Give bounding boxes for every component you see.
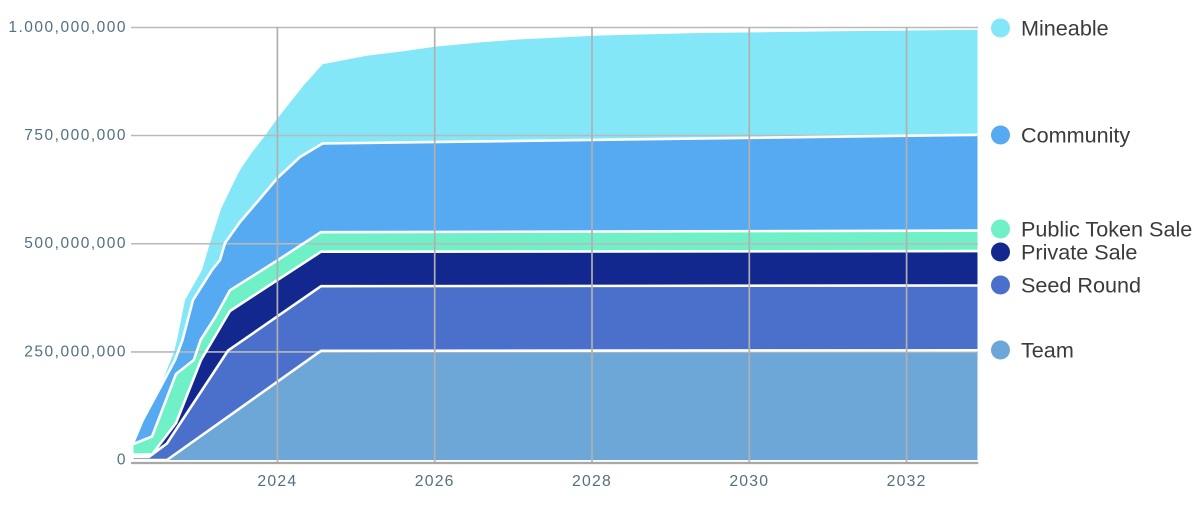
svg-text:2024: 2024 [257,473,297,490]
svg-text:2032: 2032 [887,473,927,490]
svg-text:0: 0 [117,452,127,469]
svg-text:Seed Round: Seed Round [1021,273,1141,298]
svg-text:250,000,000: 250,000,000 [24,343,127,360]
svg-text:Team: Team [1021,338,1074,363]
svg-text:Private Sale: Private Sale [1021,240,1137,265]
svg-text:Public Token Sale: Public Token Sale [1021,217,1192,242]
svg-text:750,000,000: 750,000,000 [24,127,127,144]
svg-text:2030: 2030 [729,473,769,490]
svg-text:Mineable: Mineable [1021,16,1109,41]
svg-text:1.000,000,000: 1.000,000,000 [8,19,127,36]
svg-text:Community: Community [1021,123,1130,148]
svg-text:2028: 2028 [572,473,612,490]
svg-text:2026: 2026 [415,473,455,490]
svg-text:500,000,000: 500,000,000 [24,235,127,252]
